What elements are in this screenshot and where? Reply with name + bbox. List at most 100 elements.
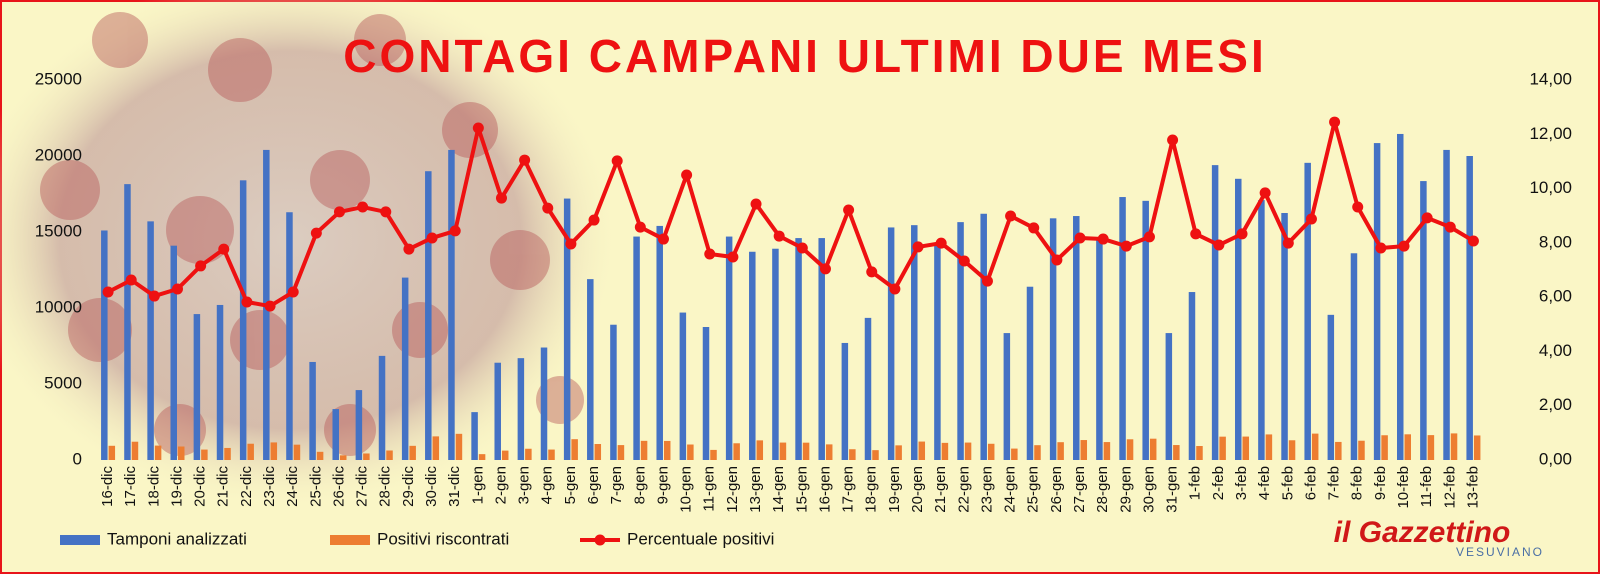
- x-tick-label: 8-feb: [1349, 466, 1366, 500]
- bar: [1049, 218, 1057, 460]
- line-point: [1190, 228, 1202, 240]
- bar: [656, 225, 663, 460]
- bar: [702, 327, 710, 460]
- line-point: [588, 214, 600, 226]
- bar: [494, 362, 501, 460]
- bar: [247, 443, 254, 460]
- line-point: [1305, 213, 1317, 225]
- chart-title: CONTAGI CAMPANI ULTIMI DUE MESI: [343, 30, 1267, 82]
- line-point: [958, 255, 970, 267]
- line-point: [1398, 240, 1410, 252]
- y2-tick-label: 14,00: [1529, 69, 1572, 88]
- x-tick-label: 5-feb: [1279, 466, 1296, 500]
- bar: [1126, 439, 1134, 460]
- bar: [1057, 442, 1064, 460]
- x-tick-label: 13-feb: [1464, 466, 1481, 509]
- bar: [918, 441, 926, 460]
- legend-swatch: [60, 535, 100, 545]
- bar: [1242, 436, 1250, 460]
- bar: [1119, 197, 1126, 461]
- bar: [1265, 434, 1273, 460]
- bar: [525, 448, 532, 460]
- bar: [1427, 435, 1435, 460]
- bar: [478, 454, 486, 460]
- bar: [1373, 143, 1381, 460]
- line-point: [310, 227, 322, 239]
- line-point: [657, 233, 669, 245]
- x-tick-label: 29-dic: [400, 466, 417, 507]
- x-tick-label: 19-gen: [886, 466, 903, 513]
- x-tick-label: 20-gen: [909, 466, 926, 513]
- line-point: [218, 243, 230, 255]
- bar: [455, 433, 463, 460]
- bar: [1335, 441, 1342, 460]
- bar: [749, 251, 756, 460]
- bar: [286, 212, 293, 460]
- bar: [1003, 333, 1011, 460]
- bar: [1281, 213, 1288, 460]
- bar: [1473, 435, 1481, 460]
- bar: [401, 277, 409, 460]
- x-tick-label: 22-dic: [238, 466, 255, 507]
- line-point: [333, 206, 345, 218]
- line-point: [1259, 187, 1271, 199]
- line-point: [171, 283, 183, 295]
- bar: [1165, 333, 1173, 460]
- bar: [425, 171, 432, 460]
- bar: [540, 347, 548, 460]
- line-point: [357, 201, 369, 213]
- bar: [1073, 216, 1080, 460]
- bar: [987, 443, 995, 460]
- line-point: [380, 206, 392, 218]
- x-tick-label: 3-feb: [1233, 466, 1250, 500]
- line-point: [704, 248, 716, 260]
- bar: [1219, 436, 1226, 460]
- x-tick-label: 26-gen: [1048, 466, 1065, 513]
- bar: [980, 213, 987, 460]
- x-tick-label: 1-feb: [1187, 466, 1204, 500]
- line-point: [1167, 134, 1179, 146]
- line-point: [125, 274, 137, 286]
- bar: [378, 355, 386, 460]
- bar: [293, 444, 301, 460]
- bar: [224, 447, 231, 460]
- x-tick-label: 8-gen: [631, 466, 648, 504]
- y2-tick-label: 8,00: [1539, 232, 1572, 251]
- x-tick-label: 17-dic: [122, 466, 139, 507]
- line-point: [472, 122, 484, 134]
- line-point: [1074, 232, 1086, 244]
- line-point: [1028, 222, 1040, 234]
- line-point: [1375, 242, 1387, 254]
- bar: [1096, 239, 1103, 460]
- y2-tick-label: 2,00: [1539, 395, 1572, 414]
- x-tick-label: 31-gen: [1164, 466, 1181, 513]
- line-point: [195, 260, 207, 272]
- x-tick-label: 2-gen: [492, 466, 509, 504]
- bar: [1026, 286, 1034, 460]
- x-tick-label: 27-gen: [1071, 466, 1088, 513]
- bar: [687, 444, 694, 460]
- bar: [1381, 435, 1388, 460]
- line-point: [1051, 254, 1063, 266]
- bar: [617, 445, 625, 460]
- x-tick-label: 16-gen: [816, 466, 833, 513]
- line-point: [750, 198, 762, 210]
- bar: [131, 441, 139, 460]
- x-tick-label: 23-dic: [261, 466, 278, 507]
- line-point: [866, 266, 878, 278]
- bar: [517, 358, 525, 460]
- bar: [957, 222, 964, 460]
- y-tick-label: 20000: [35, 145, 82, 164]
- bar: [841, 342, 849, 460]
- x-tick-label: 6-feb: [1302, 466, 1319, 500]
- x-tick-label: 3-gen: [516, 466, 533, 504]
- line-point: [796, 242, 808, 254]
- x-tick-label: 1-gen: [469, 466, 486, 504]
- line-point: [148, 290, 160, 302]
- x-tick-label: 22-gen: [955, 466, 972, 513]
- y2-tick-label: 12,00: [1529, 124, 1572, 143]
- y-tick-label: 15000: [35, 221, 82, 240]
- bar: [1188, 292, 1196, 460]
- line-point: [287, 286, 299, 298]
- x-tick-label: 18-dic: [145, 466, 162, 507]
